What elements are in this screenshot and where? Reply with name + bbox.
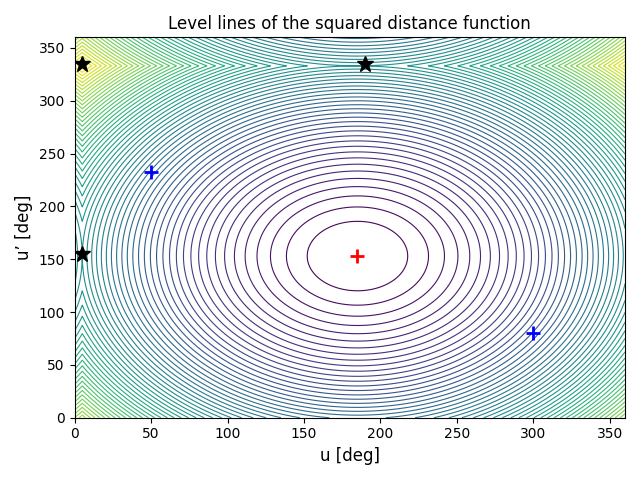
Title: Level lines of the squared distance function: Level lines of the squared distance func… xyxy=(168,15,531,33)
X-axis label: u [deg]: u [deg] xyxy=(320,447,380,465)
Y-axis label: u’ [deg]: u’ [deg] xyxy=(15,195,33,260)
